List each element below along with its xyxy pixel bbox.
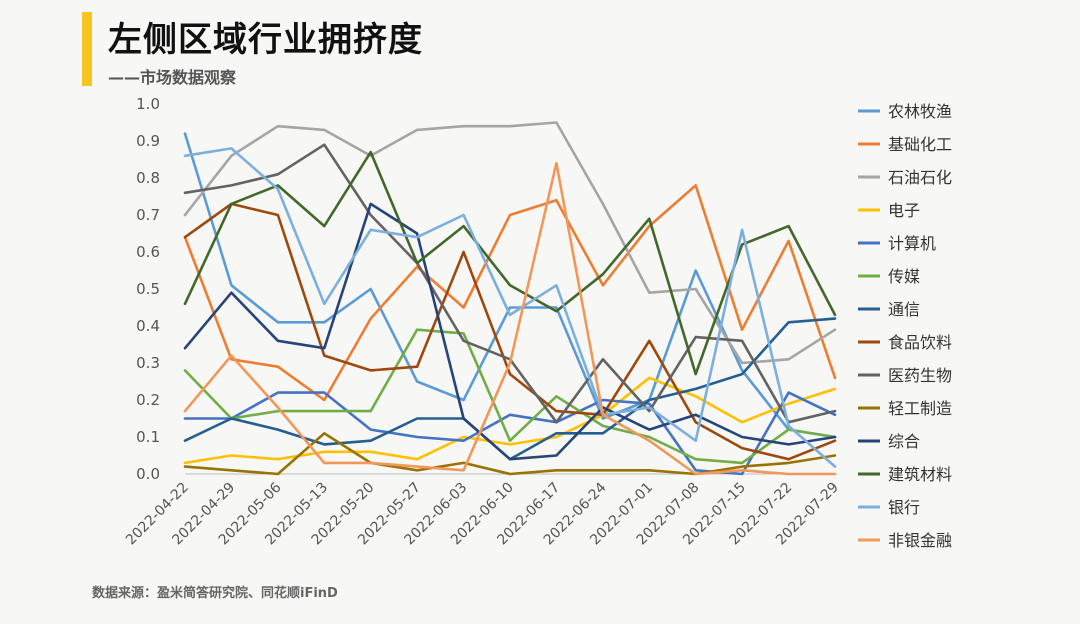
series-line-2: [183, 184, 837, 402]
y-tick-label: 1.0: [136, 95, 160, 113]
legend-label: 银行: [888, 498, 920, 517]
legend-label: 基础化工: [888, 135, 952, 154]
x-axis-ticks: 2022-04-222022-04-292022-05-062022-05-13…: [123, 479, 842, 548]
series-line-4: [183, 376, 837, 465]
legend-label: 石油石化: [888, 168, 952, 187]
y-axis-ticks: 0.0 0.1 0.2 0.3 0.4 0.5 0.6 0.7 0.8 0.9 1.0: [136, 95, 160, 483]
title-accent-bar: [82, 12, 92, 86]
y-tick-label: 0.8: [136, 169, 160, 187]
y-tick-label: 0.5: [136, 280, 160, 298]
legend-label: 传媒: [888, 267, 920, 286]
y-tick-label: 0.0: [136, 465, 160, 483]
chart-legend: 农林牧渔基础化工石油石化电子计算机传媒通信食品饮料医药生物轻工制造综合建筑材料银…: [858, 102, 952, 550]
legend-label: 轻工制造: [888, 399, 952, 418]
legend-label: 非银金融: [888, 531, 952, 550]
y-tick-label: 0.4: [136, 317, 160, 335]
series-line-13: [183, 147, 837, 468]
series-line-8: [183, 202, 837, 461]
y-tick-label: 0.9: [136, 132, 160, 150]
legend-label: 通信: [888, 300, 920, 319]
series-line-11: [183, 202, 837, 461]
legend-label: 计算机: [888, 234, 936, 253]
page-subtitle: ——市场数据观察: [108, 68, 237, 87]
y-tick-label: 0.6: [136, 243, 160, 261]
series-line-12: [183, 150, 837, 376]
legend-label: 电子: [888, 201, 920, 220]
y-tick-label: 0.3: [136, 354, 160, 372]
legend-label: 综合: [888, 432, 920, 451]
series-lines: [183, 121, 837, 476]
series-line-6: [183, 328, 837, 465]
y-tick-label: 0.2: [136, 391, 160, 409]
legend-label: 农林牧渔: [888, 102, 952, 121]
source-note: 数据来源：盈米简答研究院、同花顺iFinD: [92, 586, 338, 601]
legend-label: 食品饮料: [888, 333, 952, 352]
series-line-3: [183, 121, 837, 365]
series-line-10: [183, 431, 837, 476]
y-tick-label: 0.1: [136, 428, 160, 446]
legend-label: 医药生物: [888, 366, 952, 385]
series-line-14: [183, 161, 837, 476]
y-tick-label: 0.7: [136, 206, 160, 224]
legend-label: 建筑材料: [888, 465, 952, 484]
page-title: 左侧区域行业拥挤度: [108, 20, 423, 60]
